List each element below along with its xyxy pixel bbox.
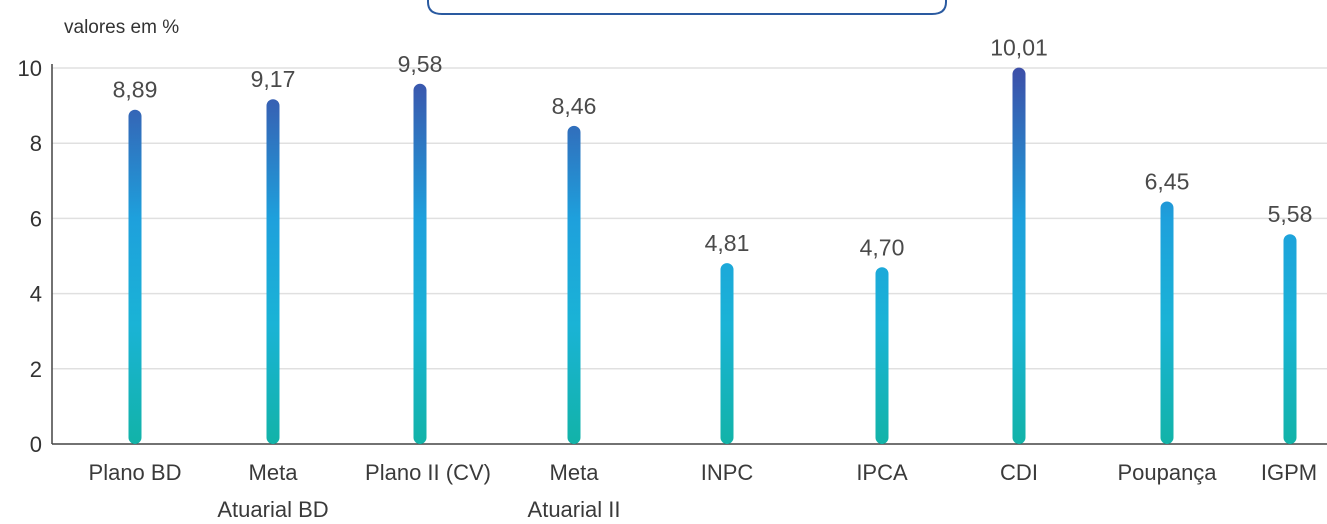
x-tick-label: Plano BD xyxy=(89,460,182,485)
x-tick-label: INPC xyxy=(701,460,754,485)
grid-lines xyxy=(51,64,1327,445)
bar xyxy=(413,83,427,445)
bar xyxy=(1283,234,1297,444)
y-tick-label: 2 xyxy=(30,357,42,382)
x-tick-label: CDI xyxy=(1000,460,1038,485)
value-labels: 8,89 9,17 9,58 8,46 4,81 4,70 10,01 6,45 5,58 xyxy=(113,35,1313,261)
bars xyxy=(128,67,1297,445)
data-label: 6,45 xyxy=(1145,168,1190,194)
x-tick-label: IGPM xyxy=(1261,460,1317,485)
x-tick-label: Meta xyxy=(550,460,600,485)
y-axis-ticks: 0 2 4 6 8 10 xyxy=(18,56,42,457)
x-tick-label: Meta xyxy=(249,460,299,485)
bar xyxy=(1012,67,1026,445)
bar xyxy=(1160,201,1174,444)
data-label: 9,17 xyxy=(251,66,296,92)
unit-label: valores em % xyxy=(64,17,179,38)
data-label: 8,46 xyxy=(552,93,597,119)
y-tick-label: 0 xyxy=(30,432,42,457)
x-tick-label: Atuarial BD xyxy=(217,497,328,522)
x-tick-label: IPCA xyxy=(856,460,908,485)
data-label: 8,89 xyxy=(113,77,158,103)
y-tick-label: 4 xyxy=(30,282,42,307)
data-label: 5,58 xyxy=(1268,201,1313,227)
category-labels: Plano BD Meta Atuarial BD Plano II (CV) Meta… xyxy=(89,460,1318,522)
x-tick-label: Plano II (CV) xyxy=(365,460,491,485)
y-tick-label: 10 xyxy=(18,56,42,81)
data-label: 4,81 xyxy=(705,230,750,256)
bar xyxy=(266,99,280,444)
y-tick-label: 8 xyxy=(30,131,42,156)
bar xyxy=(875,267,889,444)
top-frame xyxy=(427,0,947,15)
x-tick-label: Poupança xyxy=(1117,460,1217,485)
bar xyxy=(720,263,734,444)
data-label: 4,70 xyxy=(860,234,905,260)
data-label: 10,01 xyxy=(990,35,1048,61)
y-tick-label: 6 xyxy=(30,206,42,231)
bar xyxy=(567,125,581,445)
bar xyxy=(128,109,142,445)
x-tick-label: Atuarial II xyxy=(528,497,621,522)
data-label: 9,58 xyxy=(398,51,443,77)
